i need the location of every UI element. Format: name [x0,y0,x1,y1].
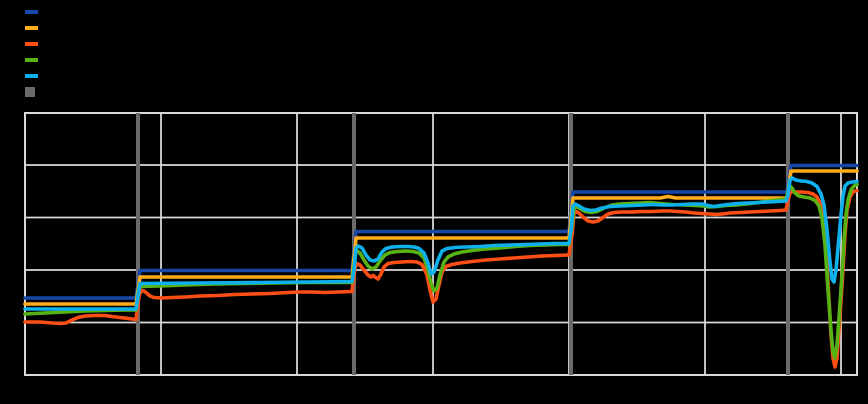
chart-legend [25,4,44,100]
legend-item-series-6-gray [25,84,44,100]
legend-swatch-series-1-blue-icon [25,10,38,14]
legend-item-series-5-cyan [25,68,44,84]
legend-swatch-series-2-yellow-icon [25,26,38,30]
legend-item-series-2-yellow [25,20,44,36]
legend-swatch-series-3-orange-red-icon [25,42,38,46]
legend-swatch-series-6-gray-icon [25,87,35,97]
series-line-orange-red [23,188,859,369]
legend-item-series-4-green [25,52,44,68]
legend-swatch-series-5-cyan-icon [25,74,38,78]
plot-border [24,112,858,376]
legend-swatch-series-4-green-icon [25,58,38,62]
legend-item-series-3-orange-red [25,36,44,52]
series-line-cyan [23,176,859,311]
legend-item-series-1-blue [25,4,44,20]
